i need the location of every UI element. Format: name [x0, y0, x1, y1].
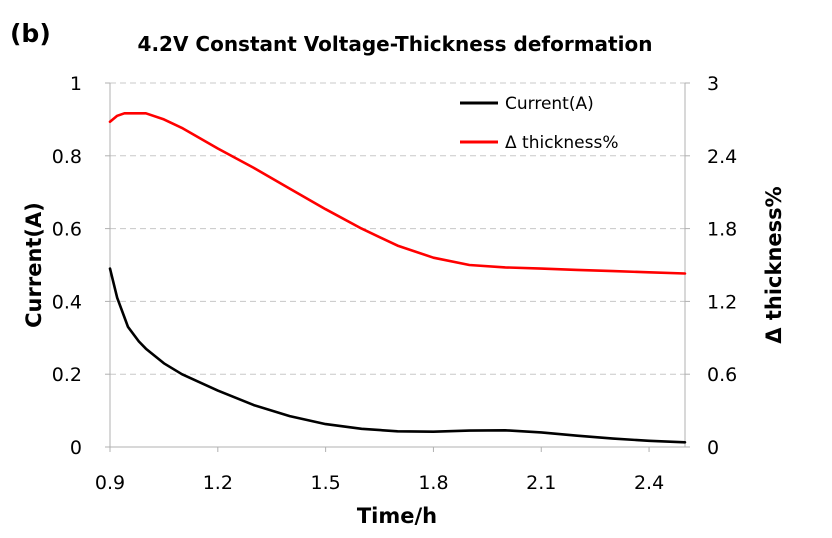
x-tick-label: 1.2 [203, 472, 233, 494]
series-group [108, 112, 687, 444]
y2-axis-title: Δ thickness% [762, 186, 786, 343]
y-tick-label: 0.2 [52, 364, 82, 386]
y2-tick-label: 1.8 [707, 219, 737, 241]
legend-label-current: Current(A) [505, 94, 594, 114]
gridlines [110, 82, 685, 375]
series-line-thickness [108, 112, 687, 275]
y-axis-title: Current(A) [22, 202, 46, 328]
y2-tick-label: 0 [707, 437, 719, 459]
series-line-current [108, 267, 687, 444]
y-tick-label: 1 [70, 73, 82, 95]
x-tick-label: 1.8 [418, 472, 448, 494]
legend-label-thickness: Δ thickness% [505, 133, 619, 153]
y-tick-label: 0.6 [52, 219, 82, 241]
x-axis-title: Time/h [357, 504, 437, 528]
chart-title: 4.2V Constant Voltage-Thickness deformat… [138, 32, 653, 56]
y2-tick-label: 0.6 [707, 364, 737, 386]
y2-tick-label: 1.2 [707, 291, 737, 313]
y2-tick-label: 3 [707, 73, 719, 95]
y-tick-label: 0 [70, 437, 82, 459]
y2-tick-label: 2.4 [707, 146, 737, 168]
x-tick-label: 1.5 [311, 472, 341, 494]
panel-label: (b) [10, 19, 51, 48]
axes [109, 83, 686, 448]
ticks: 0.9 1.2 1.5 1.8 2.1 2.4 0 0.2 0.4 0.6 0.8 1 0 0.6 1.2 1… [52, 73, 737, 494]
y-tick-label: 0.8 [52, 146, 82, 168]
x-tick-label: 2.1 [526, 472, 556, 494]
x-tick-label: 2.4 [634, 472, 664, 494]
legend: Current(A) Δ thickness% [460, 94, 619, 153]
x-tick-label: 0.9 [95, 472, 125, 494]
y-tick-label: 0.4 [52, 291, 82, 313]
